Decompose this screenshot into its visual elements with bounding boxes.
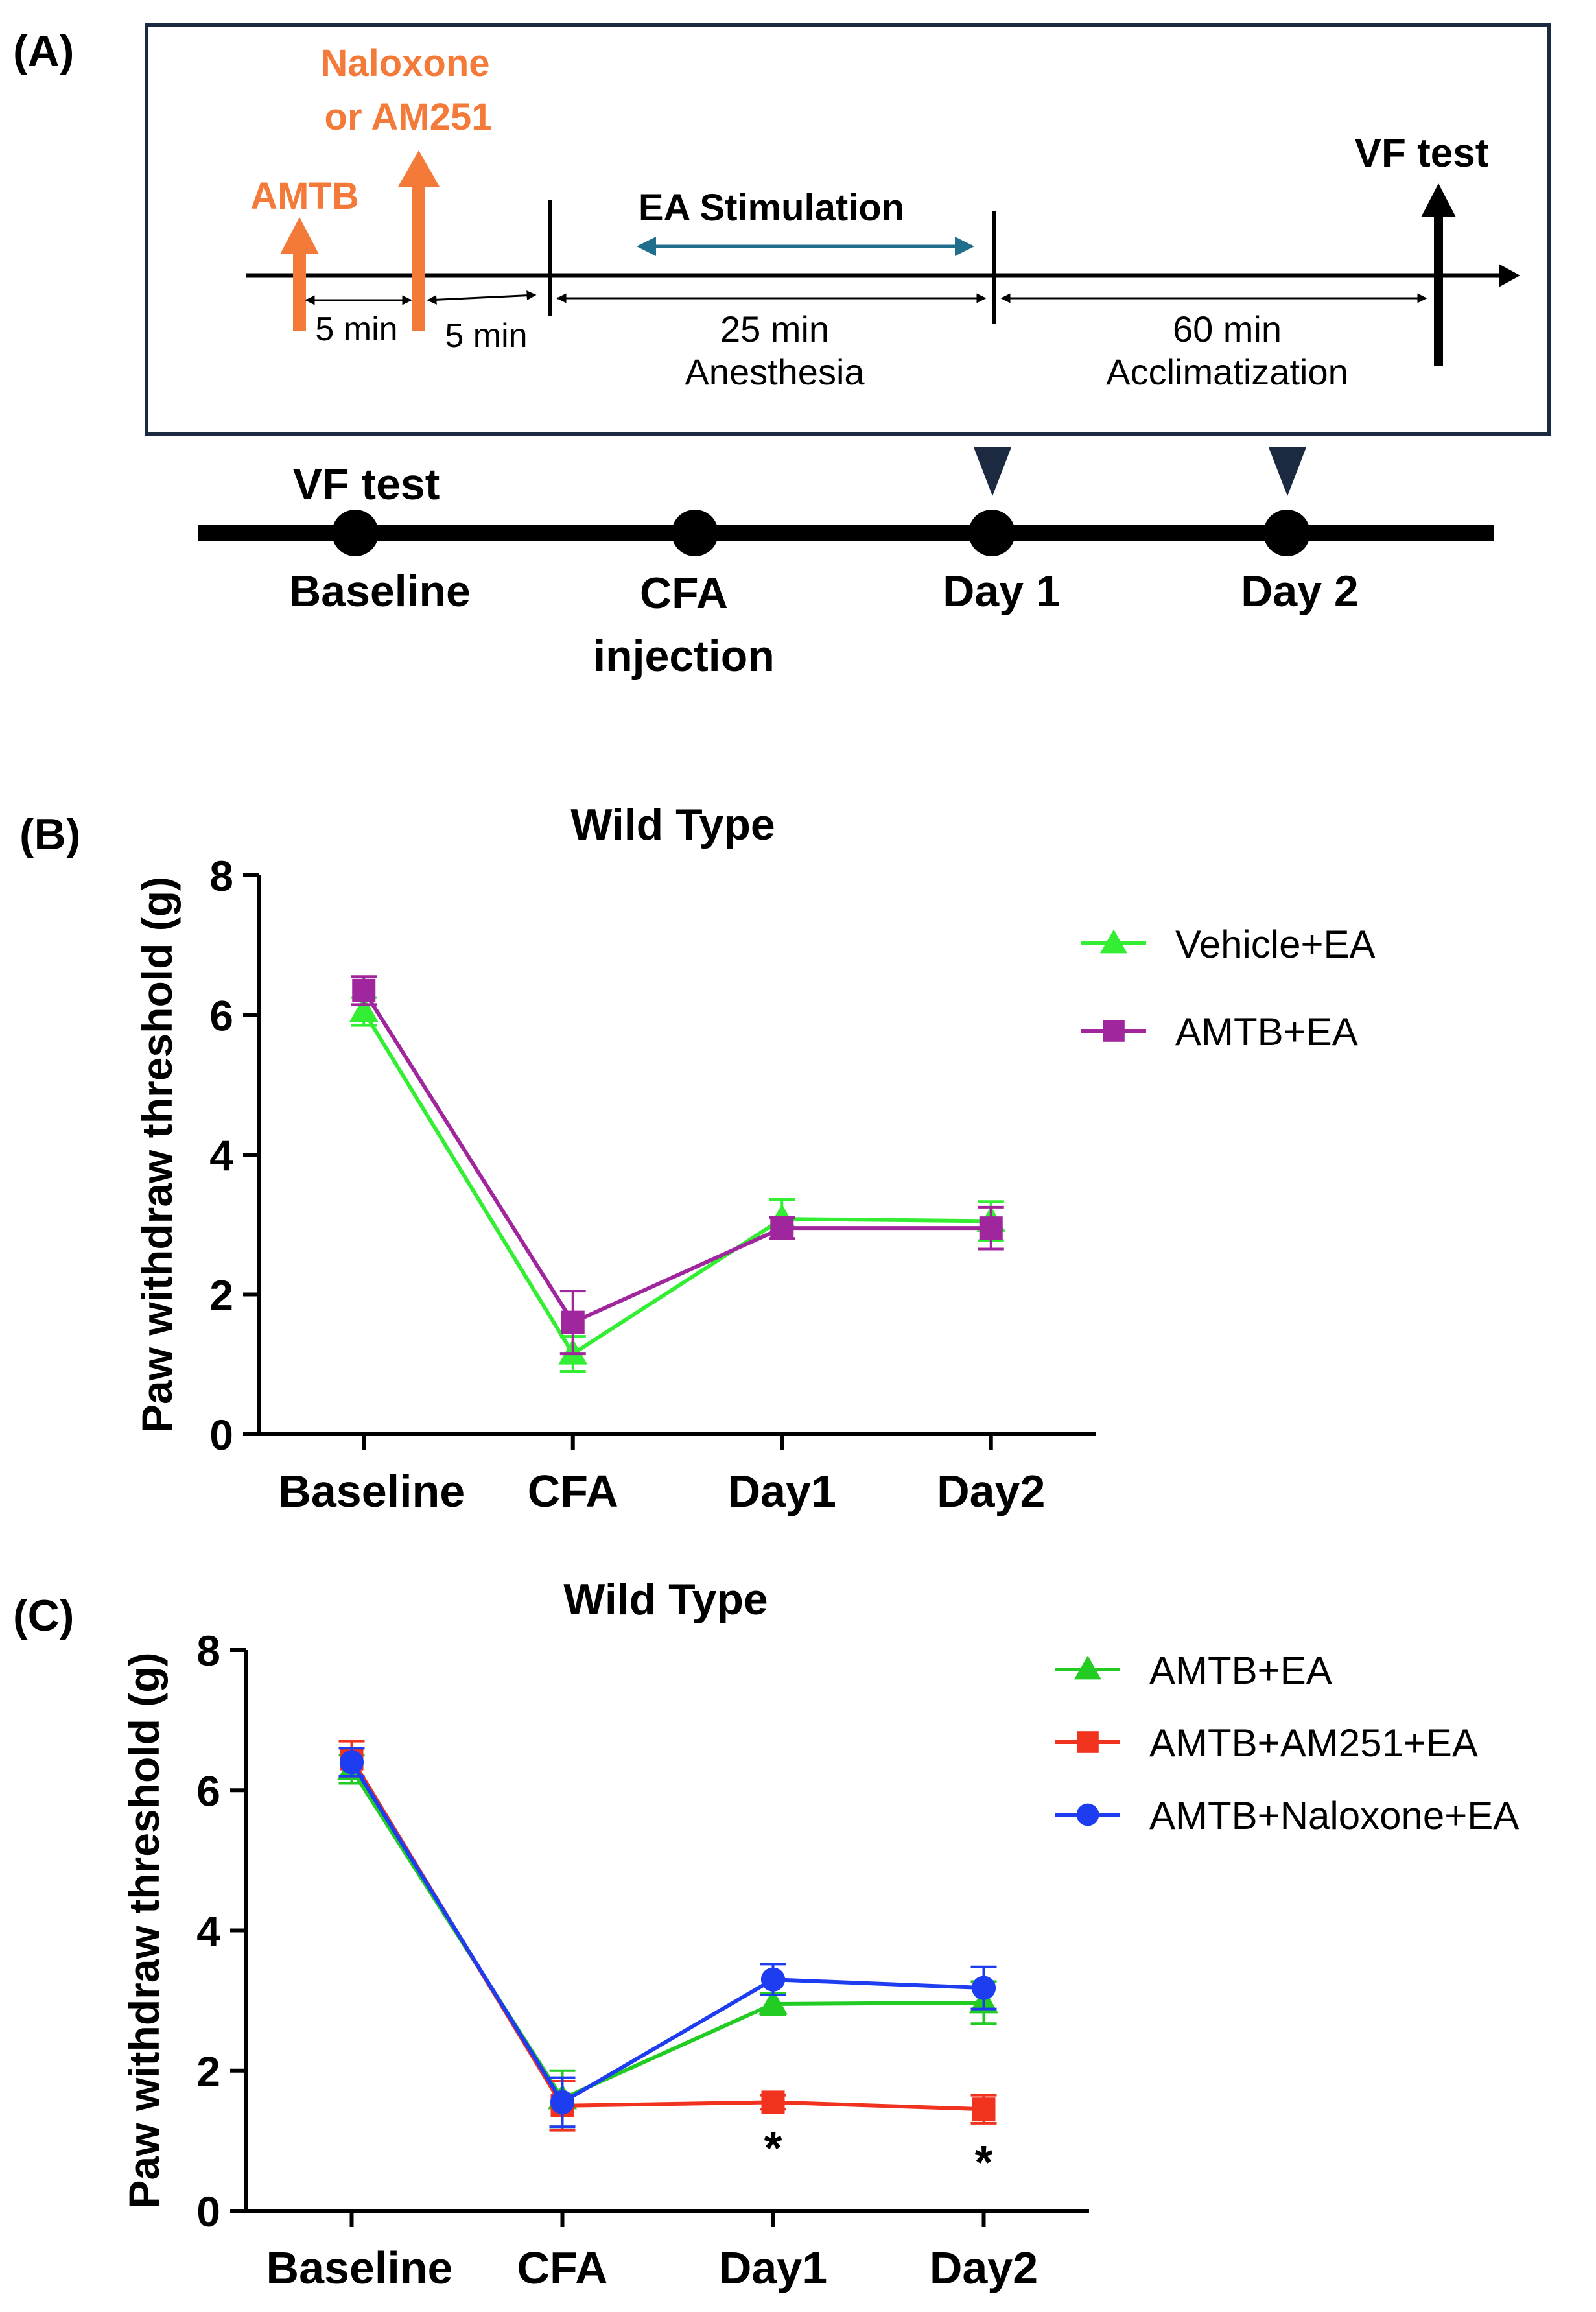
y-tick-label: 6	[209, 992, 233, 1040]
panel-c: (C) Wild Type 0 2 4 6 8 Paw withdraw threshold…	[13, 1575, 1519, 2293]
y-tick-label: 0	[196, 2188, 220, 2235]
interval2-arrow	[427, 290, 537, 305]
y-tick-label: 6	[196, 1767, 220, 1815]
x-tick-label: Baseline	[278, 1466, 465, 1516]
y-axis-label: Paw withdraw threshold (g)	[133, 877, 181, 1433]
y-tick-label: 4	[209, 1131, 233, 1179]
y-axis-label: Paw withdraw threshold (g)	[120, 1652, 168, 2208]
y-tick-label: 2	[196, 2047, 220, 2095]
day1-marker	[974, 447, 1011, 496]
timeline-dot-day1	[968, 510, 1015, 556]
panel-a-label: (A)	[13, 27, 74, 76]
series-line	[362, 1010, 991, 1357]
timeline-vf-test-label: VF test	[293, 460, 440, 509]
x-tick-label: CFA	[528, 1466, 618, 1516]
y-tick-label: 0	[209, 1411, 233, 1459]
data-point	[339, 1750, 364, 1775]
timeline-label-cfa: CFA	[640, 569, 728, 618]
panel-c-label: (C)	[13, 1591, 74, 1640]
panel-b-label: (B)	[19, 810, 80, 859]
x-tick-label: Day1	[728, 1466, 836, 1516]
anesthesia-duration: 25 min	[720, 309, 829, 349]
chart-title: Wild Type	[563, 1575, 768, 1624]
amtb-arrow-head	[280, 217, 319, 254]
chart-b: Wild Type 0 2 4 6 8 Paw withdraw threshold (g)…	[133, 800, 1376, 1516]
protocol-vf-test-label: VF test	[1355, 131, 1489, 176]
drug-label-line2: or AM251	[325, 96, 493, 138]
y-tick-label: 4	[196, 1907, 220, 1955]
protocol-frame	[145, 23, 1551, 436]
data-point	[971, 1976, 996, 2000]
acclimatization-label: Acclimatization	[1106, 351, 1348, 392]
interval2-label: 5 min	[445, 317, 527, 355]
legend-label: AMTB+EA	[1149, 1649, 1332, 1692]
data-point	[770, 1216, 794, 1240]
data-point	[550, 2090, 575, 2115]
legend-label: Vehicle+EA	[1175, 923, 1376, 966]
data-point	[979, 1216, 1003, 1240]
x-tick-label: Day2	[937, 1466, 1045, 1516]
panel-b: (B) Wild Type 0 2 4 6 8 Paw withdraw threshold…	[19, 800, 1376, 1516]
legend-label: AMTB+EA	[1175, 1010, 1358, 1054]
protocol-box: AMTB Naloxone or AM251 5 min 5 min EA St…	[145, 23, 1551, 436]
drug-arrow-head	[398, 150, 440, 187]
x-tick-label: Day2	[930, 2243, 1038, 2293]
data-point	[760, 1967, 786, 1992]
legend-marker	[1103, 1020, 1125, 1042]
acclimatization-duration: 60 min	[1173, 309, 1282, 349]
legend-label: AMTB+AM251+EA	[1149, 1721, 1478, 1765]
drug-arrow-shaft	[412, 182, 425, 331]
data-point	[561, 1310, 585, 1334]
chart-title: Wild Type	[570, 800, 775, 849]
x-tick-label: Baseline	[266, 2243, 453, 2293]
amtb-label: AMTB	[250, 175, 359, 217]
legend-marker	[1077, 1731, 1099, 1753]
vf-test-arrow-head	[1421, 183, 1456, 217]
y-tick-label: 8	[196, 1627, 220, 1675]
timeline-dot-day2	[1263, 510, 1310, 556]
data-point	[352, 978, 376, 1002]
amtb-arrow-shaft	[293, 250, 306, 331]
y-tick-label: 8	[209, 852, 233, 900]
timeline-label-baseline: Baseline	[289, 567, 471, 616]
series-line	[349, 1768, 984, 2101]
ea-stimulation-label: EA Stimulation	[639, 187, 904, 229]
legend-marker	[1074, 1655, 1101, 1680]
timeline-dot-cfa	[672, 510, 718, 556]
series-line	[349, 1761, 984, 2105]
interval1-label: 5 min	[315, 311, 397, 348]
chart-c: Wild Type 0 2 4 6 8 Paw withdraw threshold (g)…	[120, 1575, 1519, 2293]
data-point	[758, 1988, 788, 2015]
legend-marker	[1076, 1803, 1099, 1826]
drug-label-line1: Naloxone	[320, 42, 489, 84]
data-point	[349, 997, 379, 1022]
panel-a: (A) AMTB Naloxone or AM251 5 min 5 min	[13, 23, 1551, 681]
experiment-timeline: VF test Baseline CFA injection Day 1 Day…	[198, 447, 1494, 681]
legend-marker	[1100, 929, 1127, 954]
day2-marker	[1269, 447, 1306, 496]
timeline-label-day2: Day 2	[1241, 567, 1358, 616]
vf-test-arrow-shaft	[1434, 211, 1443, 366]
data-point	[761, 2090, 785, 2114]
timeline-label-day1: Day 1	[943, 567, 1060, 616]
timeline-label-cfa-injection: injection	[593, 631, 775, 681]
data-point	[972, 2097, 996, 2121]
series-line	[349, 1758, 984, 2112]
anesthesia-label: Anesthesia	[685, 351, 865, 392]
y-tick-label: 2	[209, 1271, 233, 1319]
series-line	[362, 989, 991, 1325]
x-tick-label: Day1	[719, 2243, 827, 2293]
legend-label: AMTB+Naloxone+EA	[1149, 1794, 1519, 1837]
significance-star: *	[764, 2123, 782, 2175]
protocol-axis-arrowhead	[1499, 264, 1520, 287]
x-tick-label: CFA	[517, 2243, 608, 2293]
timeline-dot-baseline	[332, 510, 379, 556]
significance-star: *	[974, 2137, 992, 2189]
